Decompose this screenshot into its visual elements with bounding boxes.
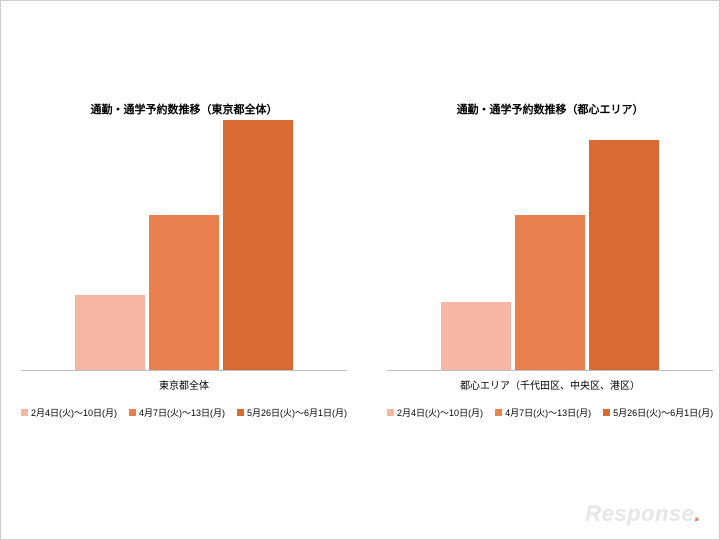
legend-label: 5月26日(火)～6月1日(月) bbox=[247, 406, 347, 419]
legend-item: 5月26日(火)～6月1日(月) bbox=[237, 406, 347, 419]
bar-series-0 bbox=[75, 295, 145, 370]
legend-swatch bbox=[129, 409, 136, 416]
legend-item: 2月4日(火)～10日(月) bbox=[387, 406, 483, 419]
bar-series-1 bbox=[149, 215, 219, 370]
bar-series-1 bbox=[515, 215, 585, 370]
legend-swatch bbox=[495, 409, 502, 416]
legend-item: 2月4日(火)～10日(月) bbox=[21, 406, 117, 419]
legend-label: 4月7日(火)～13日(月) bbox=[505, 406, 591, 419]
plot-area bbox=[387, 121, 713, 371]
legend-label: 5月26日(火)～6月1日(月) bbox=[613, 406, 713, 419]
bar-series-2 bbox=[589, 140, 659, 370]
chart-title: 通勤・通学予約数推移（都心エリア） bbox=[387, 101, 713, 117]
chart-title: 通勤・通学予約数推移（東京都全体） bbox=[21, 101, 347, 117]
chart-panel-central: 通勤・通学予約数推移（都心エリア） 都心エリア（千代田区、中央区、港区） 2月4… bbox=[387, 121, 713, 419]
x-axis-label: 都心エリア（千代田区、中央区、港区） bbox=[460, 377, 640, 392]
charts-row: 通勤・通学予約数推移（東京都全体） 東京都全体 2月4日(火)～10日(月) 4… bbox=[1, 1, 719, 419]
legend-item: 4月7日(火)～13日(月) bbox=[495, 406, 591, 419]
legend-swatch bbox=[387, 409, 394, 416]
bar-series-0 bbox=[441, 302, 511, 370]
watermark-text: Response bbox=[585, 501, 694, 526]
legend-swatch bbox=[21, 409, 28, 416]
legend-label: 4月7日(火)～13日(月) bbox=[139, 406, 225, 419]
bar-series-2 bbox=[223, 120, 293, 370]
legend-swatch bbox=[237, 409, 244, 416]
legend-item: 4月7日(火)～13日(月) bbox=[129, 406, 225, 419]
watermark-dot: . bbox=[694, 501, 701, 526]
legend-label: 2月4日(火)～10日(月) bbox=[31, 406, 117, 419]
legend-swatch bbox=[603, 409, 610, 416]
x-axis-label: 東京都全体 bbox=[159, 377, 209, 392]
legend: 2月4日(火)～10日(月) 4月7日(火)～13日(月) 5月26日(火)～6… bbox=[387, 406, 713, 419]
legend: 2月4日(火)～10日(月) 4月7日(火)～13日(月) 5月26日(火)～6… bbox=[21, 406, 347, 419]
legend-label: 2月4日(火)～10日(月) bbox=[397, 406, 483, 419]
watermark-logo: Response. bbox=[585, 501, 701, 527]
chart-panel-tokyo: 通勤・通学予約数推移（東京都全体） 東京都全体 2月4日(火)～10日(月) 4… bbox=[21, 121, 347, 419]
legend-item: 5月26日(火)～6月1日(月) bbox=[603, 406, 713, 419]
plot-area bbox=[21, 121, 347, 371]
